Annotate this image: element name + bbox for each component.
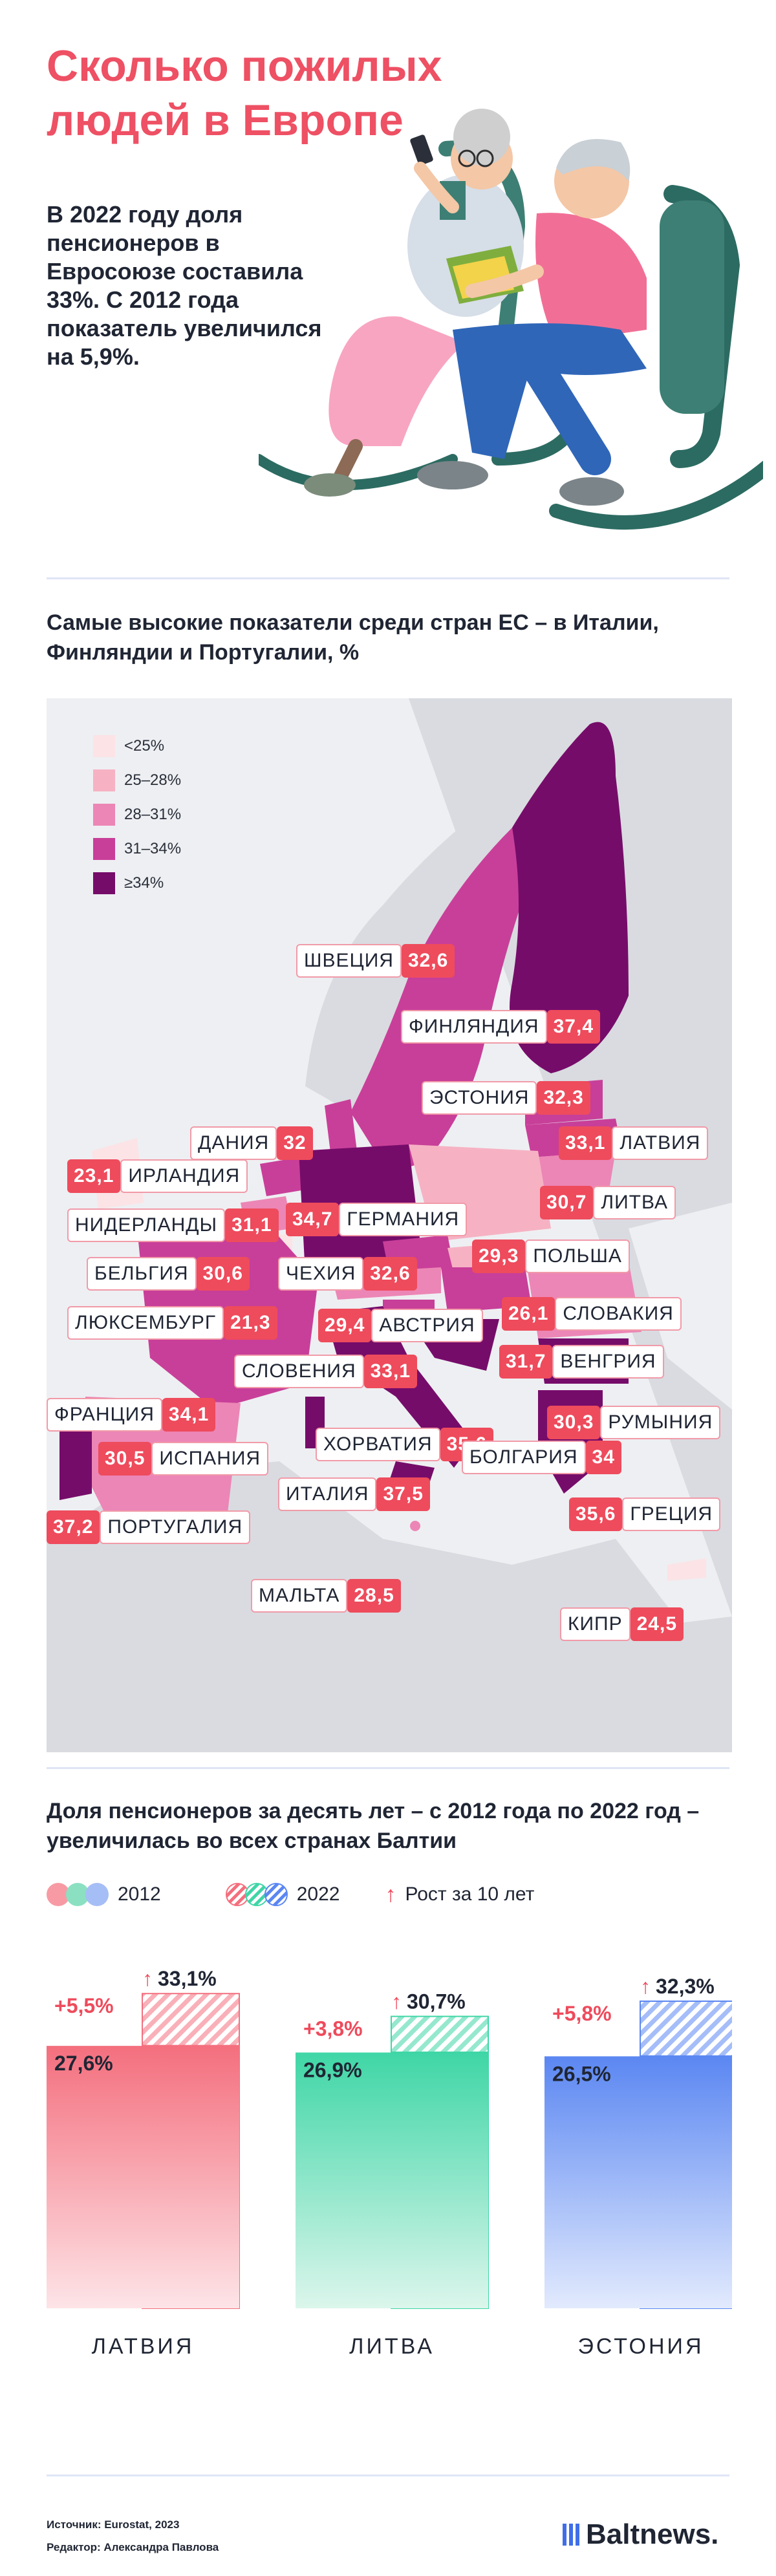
legend-item: <25% [93,735,164,757]
map-label-portugal: 37,2 ПОРТУГАЛИЯ [47,1510,251,1544]
map-label-finland: ФИНЛЯНДИЯ 37,4 [401,1010,600,1044]
page-title: Сколько пожилых людей в Европе [47,41,442,145]
map-label-france: ФРАНЦИЯ 34,1 [47,1398,216,1432]
section-divider [47,1767,729,1769]
map-label-cyprus: КИПР 24,5 [560,1607,684,1641]
legend-item: 25–28% [93,769,181,791]
legend-item: ≥34% [93,872,164,894]
growth-label: +5,8% [552,2002,612,2025]
legend-item: 28–31% [93,804,181,826]
value-label-2012: 26,9% [303,2058,362,2081]
map-label-czechia: ЧЕХИЯ 32,6 [278,1257,417,1291]
map-label-romania: 30,3 РУМЫНИЯ [547,1406,721,1439]
legend-item: 31–34% [93,838,181,860]
legend-swatch [93,735,115,757]
map-label-latvia: 33,1 ЛАТВИЯ [559,1126,709,1160]
arrow-up-icon: ↑ [385,1882,396,1907]
map-section-title: Самые высокие показатели среди стран ЕС … [47,610,659,665]
legend-label-2012: 2012 [118,1884,161,1905]
map-label-luxembourg: ЛЮКСЕМБУРГ 21,3 [67,1306,277,1340]
logo-bars-icon [563,2524,579,2546]
bar-2012 [544,2056,732,2308]
legend-swatch [93,804,115,826]
legend-swatch [93,838,115,860]
section-divider [47,577,729,579]
bar-section-title: Доля пенсионеров за десять лет – с 2012 … [47,1799,700,1853]
map-label-slovakia: 26,1 СЛОВАКИЯ [502,1297,682,1331]
growth-label: +5,5% [54,1994,114,2017]
bar-legend: 2012 2022 ↑ Рост за 10 лет [47,1882,534,1907]
category-label: ЛИТВА [349,2334,435,2359]
legend-dot-2022 [264,1883,288,1906]
value-label-2012: 26,5% [552,2062,611,2085]
lede-text: В 2022 году доля пенсионеров в Евросоюзе… [47,201,322,370]
brand-logo: Baltnews. [563,2518,718,2551]
map-label-netherlands: НИДЕРЛАНДЫ 31,1 [67,1208,279,1242]
arrow-up-icon: ↑ [391,1990,402,2013]
map-label-greece: 35,6 ГРЕЦИЯ [569,1497,721,1531]
map-label-sweden: ШВЕЦИЯ 32,6 [296,944,455,978]
map-label-italy: ИТАЛИЯ 37,5 [278,1477,430,1511]
legend-swatch [93,872,115,894]
europe-map: <25% 25–28% 28–31% 31–34% ≥34% ШВЕЦИЯ 32,… [47,698,732,1752]
section-divider [47,2474,729,2476]
arrow-up-icon: ↑ [640,1975,651,1998]
map-label-germany: 34,7 ГЕРМАНИЯ [286,1203,468,1236]
map-label-lithuania: 30,7 ЛИТВА [540,1186,676,1219]
value-label-2012: 27,6% [54,2052,113,2075]
legend-swatch [93,769,115,791]
map-label-slovenia: СЛОВЕНИЯ 33,1 [234,1355,417,1388]
value-label-2022: 32,3% [656,1975,715,1998]
elderly-couple-illustration [259,109,763,530]
legend-dot-2012 [85,1883,109,1906]
value-label-2022: 30,7% [407,1990,466,2013]
category-label: ЭСТОНИЯ [577,2334,704,2359]
map-label-denmark: ДАНИЯ 32 [190,1126,313,1160]
map-label-ireland: 23,1 ИРЛАНДИЯ [67,1159,248,1193]
map-label-spain: 30,5 ИСПАНИЯ [98,1442,269,1476]
editor-text: Редактор: Александра Павлова [47,2541,219,2553]
map-label-estonia: ЭСТОНИЯ 32,3 [422,1081,590,1115]
map-label-malta: МАЛЬТА 28,5 [251,1579,401,1613]
legend-label-growth: Рост за 10 лет [405,1884,535,1905]
source-text: Источник: Eurostat, 2023 [47,2518,180,2531]
map-label-hungary: 31,7 ВЕНГРИЯ [499,1345,664,1379]
category-label: ЛАТВИЯ [92,2334,195,2359]
map-label-poland: 29,3 ПОЛЬША [472,1240,630,1273]
map-label-bulgaria: БОЛГАРИЯ 34 [462,1441,621,1474]
map-label-belgium: БЕЛЬГИЯ 30,6 [87,1257,250,1291]
arrow-up-icon: ↑ [142,1967,153,1990]
value-label-2022: 33,1% [158,1967,217,1990]
growth-label: +3,8% [303,2017,363,2041]
bar-2012 [47,2046,239,2308]
bar-2012 [296,2052,488,2308]
legend-label-2022: 2022 [296,1884,340,1905]
map-label-austria: 29,4 АВСТРИЯ [318,1309,483,1342]
